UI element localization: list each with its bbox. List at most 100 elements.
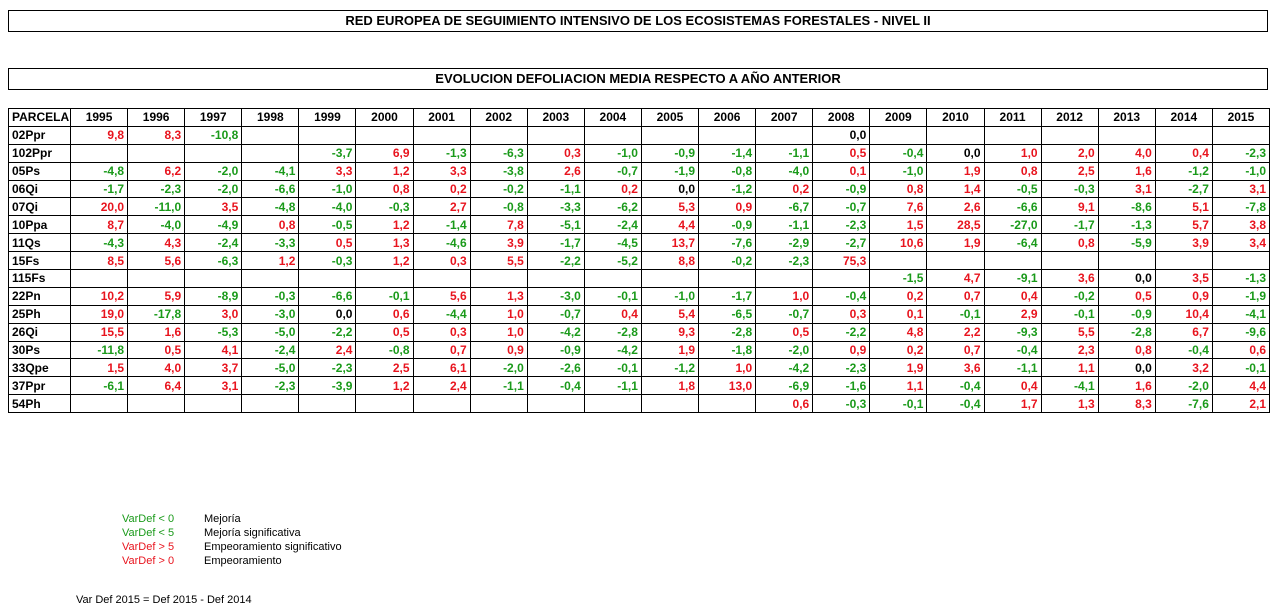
cell: 0,8 <box>1097 340 1156 360</box>
plot-name: 30Ps <box>8 340 71 360</box>
subtitle: EVOLUCION DEFOLIACION MEDIA RESPECTO A A… <box>8 68 1268 90</box>
cell <box>526 125 585 145</box>
cell: -2,2 <box>298 322 357 342</box>
cell: 0,4 <box>1154 143 1213 163</box>
column-header: 2011 <box>983 108 1042 127</box>
cell: 4,8 <box>869 322 928 342</box>
cell: -0,3 <box>812 394 871 414</box>
cell: -1,2 <box>1154 161 1213 181</box>
cell <box>241 269 300 288</box>
cell: -2,6 <box>526 358 585 378</box>
plot-name: 115Fs <box>8 269 71 288</box>
cell: 2,5 <box>355 358 414 378</box>
plot-name: 37Ppr <box>8 376 71 396</box>
cell: -0,1 <box>1040 304 1099 324</box>
cell: 0,8 <box>355 179 414 199</box>
cell: 1,3 <box>355 233 414 253</box>
table-row: 26Qi 15,5 1,6 -5,3 -5,0 -2,2 0,5 0,3 1,0 -4,2 -2,8… <box>8 322 1271 342</box>
cell: 13,0 <box>698 376 757 396</box>
cell: 0,0 <box>926 143 985 163</box>
cell: -0,3 <box>298 251 357 271</box>
cell: 2,7 <box>412 197 471 217</box>
cell: 0,9 <box>469 340 528 360</box>
cell: -0,1 <box>1211 358 1271 378</box>
cell <box>1154 125 1213 145</box>
cell: 0,3 <box>812 304 871 324</box>
column-header: 2005 <box>640 108 700 127</box>
cell: 0,4 <box>583 304 642 324</box>
footer-note: Var Def 2015 = Def 2015 - Def 2014 <box>76 594 252 606</box>
cell: 0,0 <box>640 179 700 199</box>
cell: -9,3 <box>983 322 1042 342</box>
plot-name: 07Qi <box>8 197 71 217</box>
cell: -1,7 <box>69 179 129 199</box>
cell <box>355 269 414 288</box>
cell: -0,7 <box>755 304 814 324</box>
cell: 8,7 <box>69 215 129 235</box>
cell: 1,5 <box>69 358 129 378</box>
legend-label: Empeoramiento significativo <box>204 541 342 553</box>
cell: 1,9 <box>869 358 928 378</box>
cell: -3,3 <box>241 233 300 253</box>
cell: -0,8 <box>355 340 414 360</box>
table-row: 25Ph 19,0 -17,8 3,0 -3,0 0,0 0,6 -4,4 1,0 -0,7 0,4… <box>8 304 1271 324</box>
cell: -0,1 <box>583 358 642 378</box>
cell: 19,0 <box>69 304 129 324</box>
cell: 0,0 <box>1097 358 1156 378</box>
column-header: 2007 <box>755 108 814 127</box>
cell: -0,2 <box>1040 286 1099 306</box>
cell: 1,3 <box>1040 394 1099 414</box>
cell <box>755 125 814 145</box>
cell <box>983 251 1042 271</box>
cell: 0,7 <box>412 340 471 360</box>
cell: 1,6 <box>1097 161 1156 181</box>
cell: 6,9 <box>355 143 414 163</box>
cell: -2,8 <box>583 322 642 342</box>
cell: 3,2 <box>1154 358 1213 378</box>
cell: -1,0 <box>640 286 700 306</box>
cell: -1,8 <box>698 340 757 360</box>
cell: -2,3 <box>241 376 300 396</box>
cell: -2,7 <box>1154 179 1213 199</box>
cell: -6,1 <box>69 376 129 396</box>
cell: -6,2 <box>583 197 642 217</box>
cell: -1,3 <box>1097 215 1156 235</box>
plot-name: 11Qs <box>8 233 71 253</box>
cell: 0,7 <box>926 286 985 306</box>
cell: 0,7 <box>926 340 985 360</box>
plot-name: 26Qi <box>8 322 71 342</box>
cell <box>869 251 928 271</box>
cell: 3,5 <box>184 197 243 217</box>
cell: 1,0 <box>469 304 528 324</box>
cell: -2,3 <box>812 215 871 235</box>
table-row: 54Ph 0,6 -0,3 -0,1 -0,4 1,7 1,3 8,3 -7,6 2,1 <box>8 394 1271 414</box>
cell: -2,2 <box>812 322 871 342</box>
cell: -8,6 <box>1097 197 1156 217</box>
cell: -2,4 <box>583 215 642 235</box>
cell <box>812 269 871 288</box>
cell <box>1154 251 1213 271</box>
cell: -6,6 <box>241 179 300 199</box>
plot-name: 102Ppr <box>8 143 71 163</box>
column-header: 1997 <box>184 108 243 127</box>
cell: -0,8 <box>469 197 528 217</box>
cell: 1,4 <box>926 179 985 199</box>
cell: 1,2 <box>241 251 300 271</box>
cell <box>983 125 1042 145</box>
cell: -4,9 <box>184 215 243 235</box>
cell <box>241 394 300 414</box>
cell <box>640 125 700 145</box>
cell: 1,2 <box>355 215 414 235</box>
cell: 0,2 <box>755 179 814 199</box>
cell: 1,2 <box>355 161 414 181</box>
legend: VarDef < 0 Mejoría VarDef < 5 Mejoría signi… <box>122 512 342 568</box>
cell: -3,0 <box>241 304 300 324</box>
cell: -2,4 <box>184 233 243 253</box>
cell: -4,0 <box>127 215 186 235</box>
cell: 0,0 <box>298 304 357 324</box>
cell: 1,1 <box>1040 358 1099 378</box>
cell: 2,2 <box>926 322 985 342</box>
cell: -8,9 <box>184 286 243 306</box>
legend-item: VarDef > 5 Empeoramiento significativo <box>122 540 342 554</box>
cell <box>241 143 300 163</box>
